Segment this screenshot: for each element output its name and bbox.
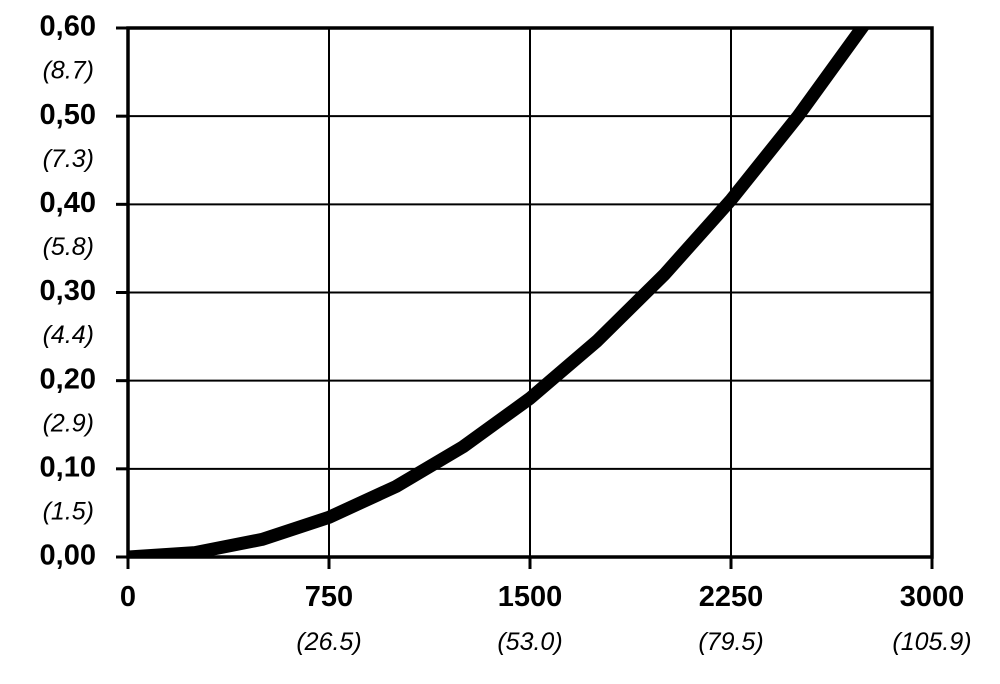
x-tick-sublabel: (105.9)	[892, 628, 971, 656]
y-tick-sublabel: (1.5)	[43, 497, 94, 525]
y-tick-label: 0,10	[40, 451, 96, 483]
x-tick-label: 750	[305, 581, 353, 613]
x-axis-ticks: 0 750 (26.5) 1500 (53.0) 2250 (79.5) 3000 (105.9…	[120, 557, 972, 656]
y-tick-sublabel: (8.7)	[43, 57, 94, 85]
y-tick-sublabel: (5.8)	[43, 233, 94, 261]
series-layer	[128, 28, 870, 557]
grid	[128, 28, 932, 557]
y-tick-label: 0,00	[40, 540, 96, 572]
y-tick-label: 0,20	[40, 363, 96, 395]
y-tick-sublabel: (4.4)	[43, 321, 94, 349]
x-tick-label: 3000	[900, 581, 965, 613]
x-tick-label: 0	[120, 581, 136, 613]
y-tick-sublabel: (2.9)	[43, 409, 94, 437]
x-tick-label: 1500	[498, 581, 563, 613]
x-tick-sublabel: (79.5)	[698, 628, 763, 656]
y-tick-label: 0,60	[40, 11, 96, 43]
y-tick-sublabel: (7.3)	[43, 145, 94, 173]
y-tick-label: 0,30	[40, 275, 96, 307]
y-tick-label: 0,40	[40, 187, 96, 219]
y-axis-ticks: 0,00 0,10 (1.5) 0,20 (2.9) 0,30 (4.4) 0,40 (5.8)…	[40, 11, 128, 572]
y-tick-label: 0,50	[40, 99, 96, 131]
x-tick-label: 2250	[699, 581, 764, 613]
x-tick-sublabel: (26.5)	[296, 628, 361, 656]
x-tick-sublabel: (53.0)	[497, 628, 562, 656]
series-line	[128, 28, 870, 557]
